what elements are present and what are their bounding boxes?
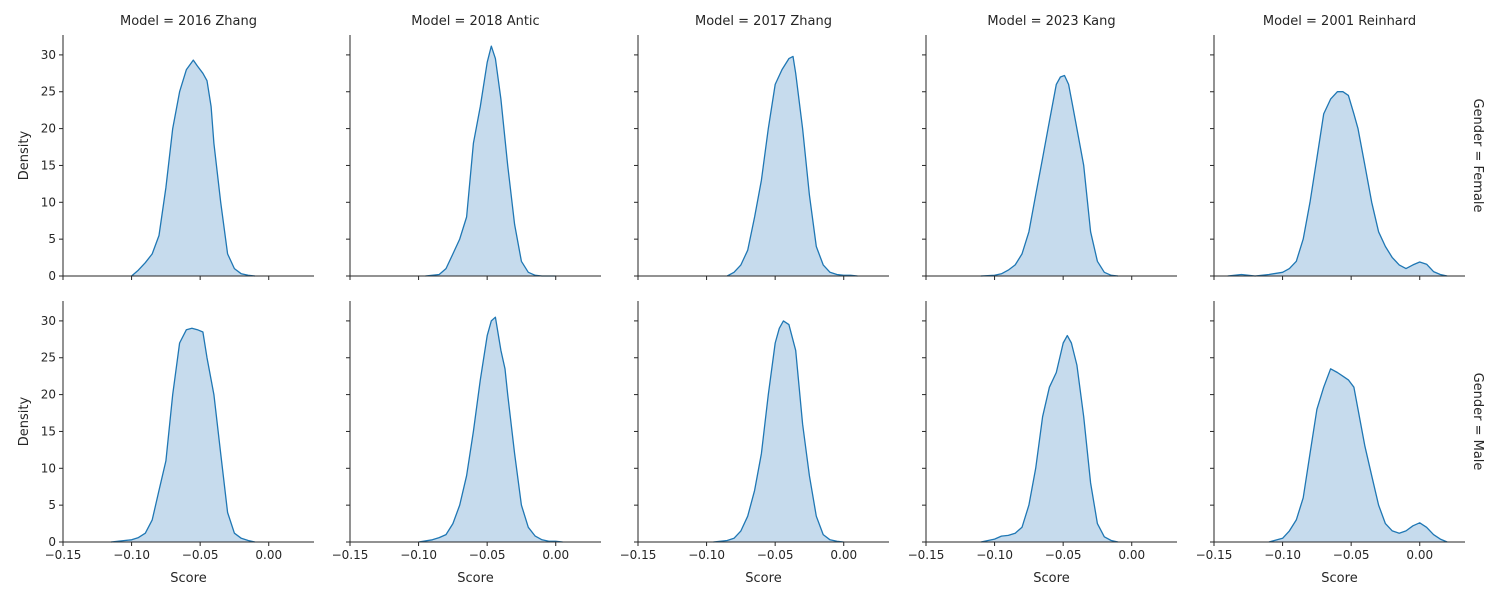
x-tick-label: −0.10: [1264, 548, 1301, 562]
density-line-r0-c3: [980, 74, 1119, 277]
y-tick-label: 5: [48, 232, 56, 246]
x-tick-label: −0.05: [1333, 548, 1370, 562]
x-tick-label: −0.15: [620, 548, 657, 562]
x-axis-label: Score: [1033, 571, 1069, 586]
x-tick-label: −0.15: [332, 548, 369, 562]
panel-title: Model = 2016 Zhang: [120, 14, 257, 29]
x-tick-label: −0.15: [45, 548, 82, 562]
panel-title: Model = 2017 Zhang: [695, 14, 832, 29]
x-tick-label: −0.15: [1196, 548, 1233, 562]
x-axis-label: Score: [457, 571, 493, 586]
y-tick-label: 0: [48, 535, 56, 549]
x-axis-label: Score: [1321, 571, 1357, 586]
x-tick-label: −0.05: [757, 548, 794, 562]
density-line-r0-c2: [726, 55, 858, 277]
x-axis-label: Score: [745, 571, 781, 586]
y-axis-label: Density: [17, 130, 32, 180]
density-area-r0-c4: [1227, 91, 1448, 276]
x-tick-label: −0.15: [908, 548, 945, 562]
panel-title: Model = 2023 Kang: [987, 14, 1115, 29]
density-area-r0-c1: [425, 46, 556, 276]
x-tick-label: −0.10: [688, 548, 725, 562]
x-tick-label: 0.00: [1118, 548, 1145, 562]
density-line-r1-c2: [713, 320, 844, 543]
x-tick-label: −0.05: [182, 548, 219, 562]
row-label: Gender = Male: [1470, 373, 1485, 471]
y-tick-label: 0: [48, 269, 56, 283]
panel-title: Model = 2018 Antic: [411, 14, 539, 29]
density-line-r1-c1: [418, 316, 563, 543]
y-tick-label: 30: [41, 48, 56, 62]
y-tick-label: 5: [48, 498, 56, 512]
y-tick-label: 20: [41, 122, 56, 136]
y-tick-label: 25: [41, 85, 56, 99]
x-tick-label: −0.10: [976, 548, 1013, 562]
density-line-r0-c0: [131, 59, 256, 277]
density-area-r0-c2: [727, 56, 858, 277]
density-line-r1-c4: [1268, 368, 1448, 543]
y-tick-label: 10: [41, 195, 56, 209]
density-line-r1-c3: [980, 334, 1119, 543]
density-line-r1-c0: [110, 327, 256, 543]
y-tick-label: 15: [41, 158, 56, 172]
x-tick-label: 0.00: [1406, 548, 1433, 562]
y-axis-label: Density: [17, 396, 32, 446]
y-tick-label: 30: [41, 314, 56, 328]
density-area-r1-c1: [418, 317, 563, 542]
y-tick-label: 10: [41, 461, 56, 475]
density-area-r1-c2: [713, 320, 844, 542]
x-tick-label: 0.00: [542, 548, 569, 562]
row-label: Gender = Female: [1470, 98, 1485, 212]
y-tick-label: 20: [41, 388, 56, 402]
density-area-r1-c4: [1268, 368, 1448, 542]
y-tick-label: 15: [41, 424, 56, 438]
x-tick-label: −0.05: [1045, 548, 1082, 562]
density-area-r1-c3: [980, 335, 1118, 542]
density-area-r0-c3: [980, 75, 1118, 276]
x-tick-label: −0.10: [113, 548, 150, 562]
density-line-r0-c4: [1227, 91, 1448, 277]
density-line-r0-c1: [425, 45, 556, 277]
panel-title: Model = 2001 Reinhard: [1263, 14, 1416, 29]
density-area-r1-c0: [111, 328, 255, 542]
x-axis-label: Score: [170, 571, 206, 586]
density-area-r0-c0: [131, 60, 255, 276]
x-tick-label: −0.05: [469, 548, 506, 562]
y-tick-label: 25: [41, 351, 56, 365]
x-tick-label: −0.10: [400, 548, 437, 562]
x-tick-label: 0.00: [255, 548, 282, 562]
x-tick-label: 0.00: [830, 548, 857, 562]
